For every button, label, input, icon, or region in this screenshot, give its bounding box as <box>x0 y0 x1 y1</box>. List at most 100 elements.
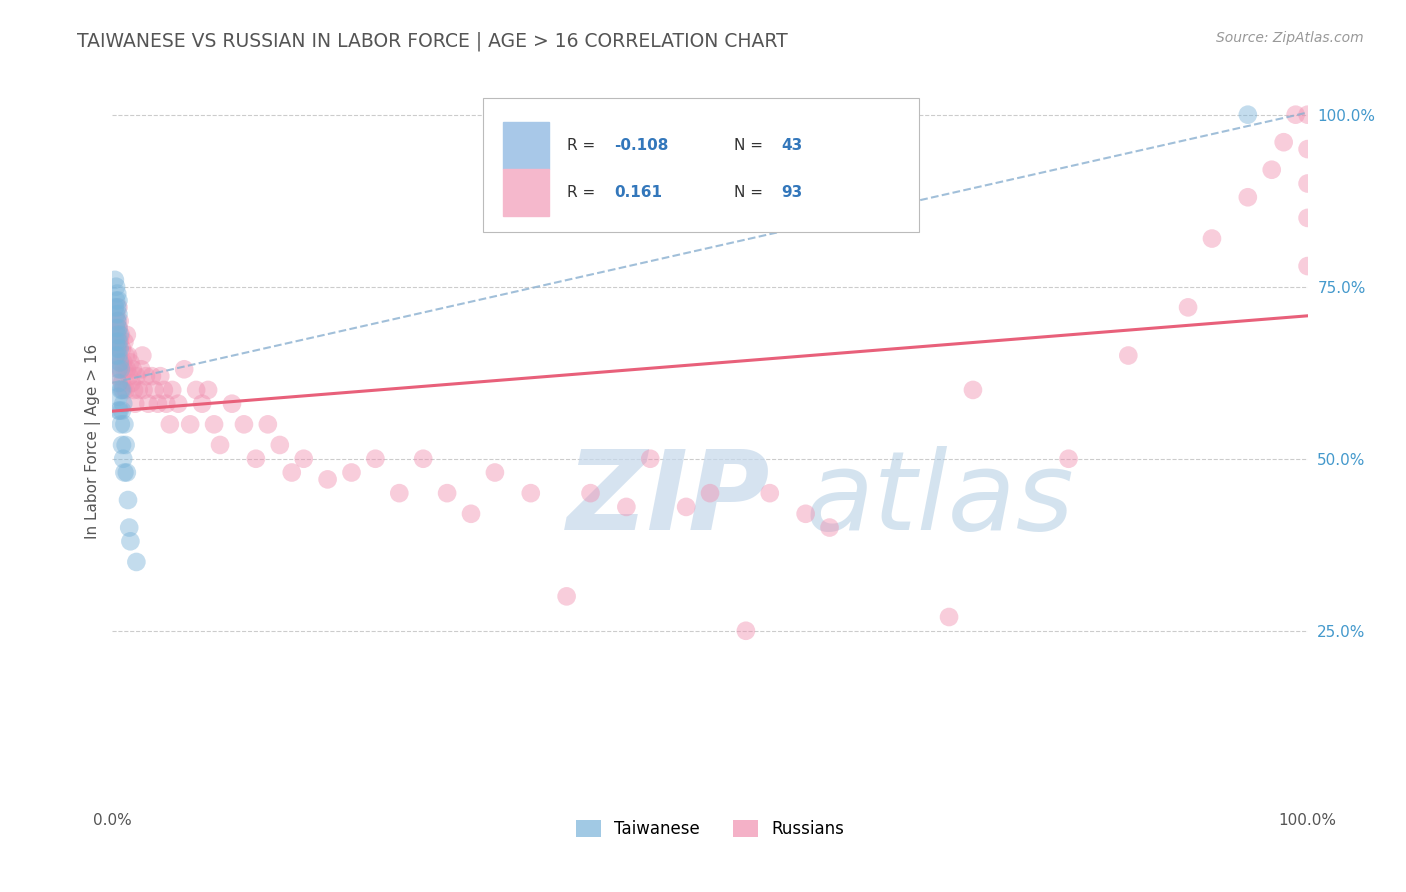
Point <box>107 293 129 308</box>
Point <box>1296 142 1319 156</box>
Point <box>111 403 134 417</box>
Legend: Taiwanese, Russians: Taiwanese, Russians <box>569 814 851 845</box>
Point <box>105 286 128 301</box>
Point <box>245 451 267 466</box>
Point <box>111 376 134 390</box>
Point <box>105 327 128 342</box>
Point <box>197 383 219 397</box>
Point <box>121 376 143 390</box>
Point <box>616 500 638 514</box>
Point <box>115 327 138 342</box>
Point <box>269 438 291 452</box>
Point <box>1237 190 1260 204</box>
Text: -0.108: -0.108 <box>614 137 669 153</box>
Point <box>759 486 782 500</box>
Text: N =: N = <box>734 185 768 200</box>
Point <box>108 327 131 342</box>
Point <box>105 307 128 321</box>
Point <box>138 397 160 411</box>
Point <box>412 451 434 466</box>
Point <box>316 472 339 486</box>
Point <box>141 369 163 384</box>
Point <box>107 321 129 335</box>
Point <box>108 355 131 369</box>
Point <box>108 362 131 376</box>
Point <box>118 520 141 534</box>
Point <box>735 624 758 638</box>
Point <box>120 355 142 369</box>
Point <box>143 383 166 397</box>
Point <box>484 466 506 480</box>
Point <box>107 376 129 390</box>
Point <box>107 307 129 321</box>
Point <box>112 383 135 397</box>
Point <box>555 590 578 604</box>
Point <box>962 383 984 397</box>
Point <box>114 362 135 376</box>
Point <box>107 349 129 363</box>
Point <box>105 321 128 335</box>
Point <box>115 362 138 376</box>
Point <box>153 383 176 397</box>
Text: atlas: atlas <box>806 446 1074 553</box>
Point <box>107 390 129 404</box>
Point <box>579 486 602 500</box>
Point <box>107 342 129 356</box>
Point <box>938 610 960 624</box>
Point <box>221 397 243 411</box>
Point <box>159 417 181 432</box>
Point <box>202 417 225 432</box>
Point <box>1237 108 1260 122</box>
Point <box>111 342 134 356</box>
Point <box>388 486 411 500</box>
Point <box>1296 177 1319 191</box>
Point <box>146 397 169 411</box>
Point <box>105 314 128 328</box>
Point <box>117 349 139 363</box>
Point <box>132 383 155 397</box>
Point <box>110 417 132 432</box>
Point <box>108 334 131 349</box>
Point <box>107 362 129 376</box>
Text: 93: 93 <box>782 185 803 200</box>
Point <box>114 438 136 452</box>
Point <box>124 397 146 411</box>
Point <box>114 334 135 349</box>
Point <box>110 355 132 369</box>
Point <box>699 486 721 500</box>
Point <box>112 355 135 369</box>
FancyBboxPatch shape <box>484 98 920 232</box>
Point <box>167 397 190 411</box>
Point <box>114 383 136 397</box>
Text: R =: R = <box>567 185 600 200</box>
Point <box>121 362 143 376</box>
Text: 43: 43 <box>782 137 803 153</box>
Point <box>105 293 128 308</box>
Point <box>640 451 662 466</box>
Point <box>818 520 841 534</box>
Point <box>111 438 134 452</box>
Point <box>110 362 132 376</box>
Point <box>110 327 132 342</box>
Point <box>115 466 138 480</box>
Point <box>117 493 139 508</box>
Point <box>1296 211 1319 225</box>
Point <box>112 451 135 466</box>
Point <box>105 279 128 293</box>
Point <box>1296 108 1319 122</box>
Point <box>114 417 135 432</box>
Point <box>209 438 232 452</box>
Point <box>131 349 153 363</box>
Point <box>114 349 136 363</box>
Point <box>118 369 141 384</box>
Point <box>340 466 363 480</box>
Point <box>107 301 129 315</box>
Point <box>105 334 128 349</box>
Point <box>794 507 817 521</box>
Text: 0.161: 0.161 <box>614 185 662 200</box>
Point <box>257 417 280 432</box>
Point <box>1057 451 1080 466</box>
Point <box>105 301 128 315</box>
Point <box>125 369 148 384</box>
Point <box>675 500 697 514</box>
